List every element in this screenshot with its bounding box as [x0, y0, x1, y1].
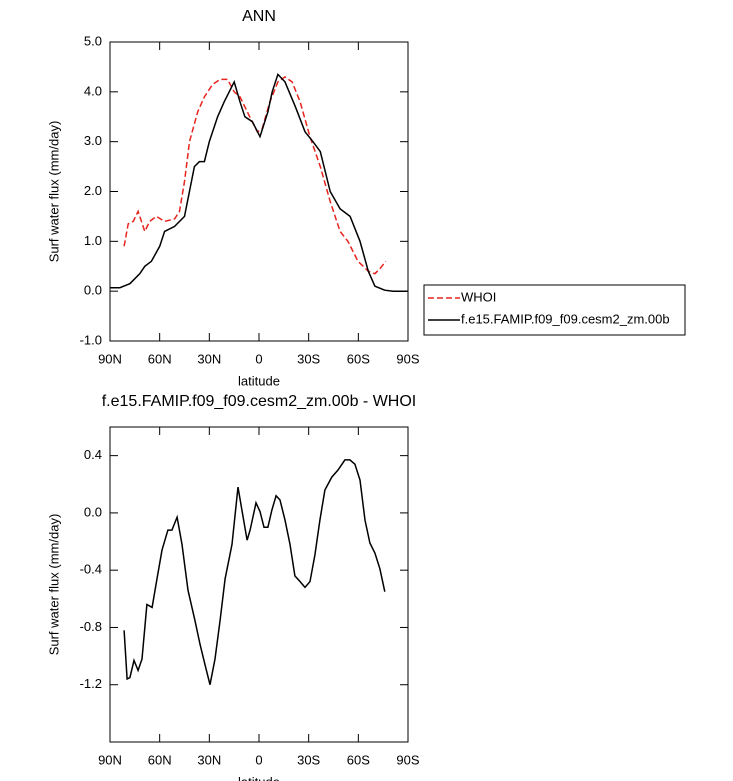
- x-tick-label: 30N: [197, 752, 221, 767]
- legend-box: [423, 284, 686, 336]
- x-tick-label: 90S: [396, 351, 419, 366]
- x-tick-label: 30S: [297, 752, 320, 767]
- chart-title: ANN: [242, 8, 276, 25]
- x-tick-label: 60S: [347, 752, 370, 767]
- y-tick-label: -1.2: [80, 676, 102, 691]
- x-tick-label: 90N: [98, 752, 122, 767]
- x-tick-label: 0: [255, 752, 262, 767]
- y-tick-label: 0.4: [84, 447, 102, 462]
- x-tick-label: 30S: [297, 351, 320, 366]
- y-tick-label: 4.0: [84, 83, 102, 98]
- x-tick-label: 30N: [197, 351, 221, 366]
- y-tick-label: -0.8: [80, 619, 102, 634]
- legend-label: f.e15.FAMIP.f09_f09.cesm2_zm.00b: [461, 311, 670, 326]
- x-tick-label: 60N: [148, 351, 172, 366]
- y-tick-label: -0.4: [80, 562, 102, 577]
- y-tick-label: 1.0: [84, 233, 102, 248]
- x-tick-label: 90N: [98, 351, 122, 366]
- x-tick-label: 60N: [148, 752, 172, 767]
- y-axis-label: Surf water flux (mm/day): [46, 121, 61, 263]
- x-axis-label: latitude: [238, 373, 280, 388]
- series-line: [110, 72, 408, 292]
- series-line: [123, 75, 387, 275]
- x-axis-label: latitude: [238, 774, 280, 781]
- y-axis-label: Surf water flux (mm/day): [46, 514, 61, 656]
- plot-frame: [109, 41, 409, 342]
- y-tick-label: -1.0: [80, 332, 102, 347]
- legend-label: WHOI: [461, 289, 496, 304]
- x-tick-label: 90S: [396, 752, 419, 767]
- chart-title: f.e15.FAMIP.f09_f09.cesm2_zm.00b - WHOI: [102, 393, 417, 410]
- x-tick-label: 0: [255, 351, 262, 366]
- y-tick-label: 0.0: [84, 504, 102, 519]
- y-tick-label: 2.0: [84, 183, 102, 198]
- plot-frame: [109, 426, 409, 743]
- y-tick-label: 0.0: [84, 283, 102, 298]
- y-tick-label: 3.0: [84, 133, 102, 148]
- x-tick-label: 60S: [347, 351, 370, 366]
- y-tick-label: 5.0: [84, 33, 102, 48]
- series-line: [123, 459, 386, 685]
